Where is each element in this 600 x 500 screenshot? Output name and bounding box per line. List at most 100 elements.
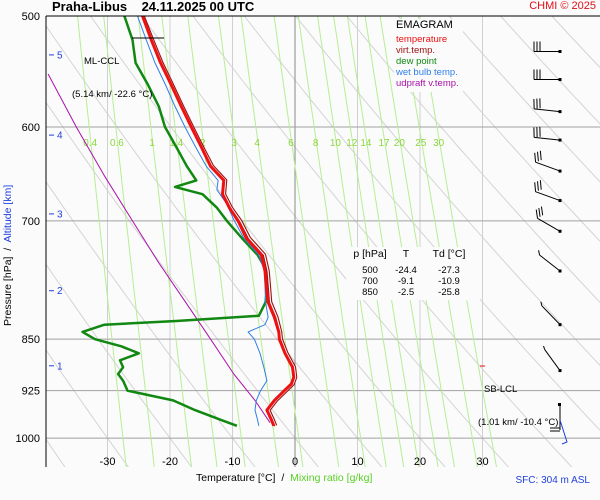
x-axis-label-mixing: Mixing ratio [g/kg] xyxy=(290,472,372,484)
wind-shear-marker xyxy=(560,420,567,444)
pressure-tick-label: 700 xyxy=(22,216,40,228)
wind-barb-flag xyxy=(535,153,536,162)
wind-barb xyxy=(536,207,561,233)
x-tick-label: -10 xyxy=(225,456,241,468)
wind-barb xyxy=(534,98,562,113)
table-header-t: T xyxy=(388,249,424,260)
altitude-tick-label: 1 xyxy=(57,361,63,372)
legend-item-dew-point: dew point xyxy=(396,56,459,67)
dry-adiabat xyxy=(0,0,351,500)
wind-barb-flag xyxy=(544,346,545,350)
altitude-tick-label: 5 xyxy=(57,50,63,61)
wind-barb-shaft xyxy=(542,306,560,325)
x-tick-label: -30 xyxy=(100,456,116,468)
x-tick-label: 0 xyxy=(292,456,298,468)
wind-barb-flag xyxy=(540,180,541,189)
mixing-ratio-label: 6 xyxy=(288,138,294,149)
table-cell: 850 xyxy=(352,287,388,298)
y-axis-label-pressure: Pressure [hPa] xyxy=(2,257,14,326)
sb-lcl-detail: (1.01 km/ -10.4 °C) xyxy=(478,417,558,428)
wind-barb xyxy=(534,127,562,142)
ml-ccl-detail: (5.14 km/ -22.6 °C) xyxy=(72,89,152,100)
level-table: p [hPa] T Td [°C] 500 -24.4 -27.3 700 -9… xyxy=(346,247,480,300)
x-tick-label: 20 xyxy=(414,456,426,468)
wind-barb xyxy=(534,41,562,53)
pressure-tick-label: 500 xyxy=(22,11,40,23)
table-cell: -25.8 xyxy=(424,287,474,298)
x-tick-label: -20 xyxy=(162,456,178,468)
table-cell: -27.3 xyxy=(424,265,474,276)
mixing-ratio-label: 1 xyxy=(149,138,155,149)
table-row: 850 -2.5 -25.8 xyxy=(352,287,474,298)
wind-barb-flag xyxy=(536,210,537,219)
legend-item-virt-temp: virt.temp. xyxy=(396,45,459,56)
x-tick-label: 30 xyxy=(476,456,488,468)
wind-barb-shaft xyxy=(536,162,560,171)
table-header-td: Td [°C] xyxy=(424,249,474,260)
x-axis-label: Temperature [°C] / Mixing ratio [g/kg] xyxy=(196,472,372,484)
mixing-ratio-label: 14 xyxy=(360,138,372,149)
altitude-tick-label: 3 xyxy=(57,209,63,220)
wind-barb xyxy=(539,250,562,272)
mixing-ratio-label: 10 xyxy=(330,138,342,149)
pressure-tick-label: 925 xyxy=(22,386,40,398)
x-axis-label-temperature: Temperature [°C] xyxy=(196,472,275,484)
wind-barb-flag xyxy=(535,182,536,191)
x-tick-label: 10 xyxy=(351,456,363,468)
wind-barb-shaft xyxy=(534,109,560,112)
wind-barb xyxy=(535,151,562,173)
wind-barb-shaft xyxy=(536,192,560,201)
mixing-ratio-label: 30 xyxy=(433,138,445,149)
mixing-ratio-label: 20 xyxy=(394,138,406,149)
wind-barb-shaft xyxy=(537,218,560,231)
y-axis-label: Pressure [hPa] / Altitude [km] xyxy=(2,186,14,326)
table-cell: -9.1 xyxy=(388,276,424,287)
table-cell: -10.9 xyxy=(424,276,474,287)
pressure-tick-label: 850 xyxy=(22,334,40,346)
mixing-ratio-label: 25 xyxy=(415,138,427,149)
legend-item-temperature: temperature xyxy=(396,34,459,45)
wind-barb-flag xyxy=(538,152,539,161)
x-axis-label-sep: / xyxy=(275,472,290,484)
table-cell: 500 xyxy=(352,265,388,276)
ml-ccl-label: ML-CCL xyxy=(84,56,152,67)
mixing-ratio-label: 8 xyxy=(313,138,319,149)
legend-title: EMAGRAM xyxy=(396,20,459,31)
wind-barb-flag xyxy=(539,208,540,217)
altitude-tick-label: 4 xyxy=(57,131,63,142)
wind-barb-shaft xyxy=(534,137,560,140)
y-axis-label-altitude: Altitude [km] xyxy=(2,185,14,243)
table-cell: -24.4 xyxy=(388,265,424,276)
wind-barb xyxy=(535,180,562,202)
credit-label: CHMI © 2025 xyxy=(529,0,596,12)
sb-lcl-label: SB-LCL xyxy=(484,384,558,395)
mixing-ratio-label: 3 xyxy=(231,138,237,149)
table-row: 500 -24.4 -27.3 xyxy=(352,265,474,276)
pressure-tick-label: 1000 xyxy=(16,433,40,445)
series-line-udpraft-v-temp- xyxy=(48,74,270,423)
table-cell: -2.5 xyxy=(388,287,424,298)
table-row: 700 -9.1 -10.9 xyxy=(352,276,474,287)
legend-item-wet-bulb: wet bulb temp. xyxy=(396,67,459,78)
mixing-ratio-label: 0.6 xyxy=(110,138,124,149)
dry-adiabat xyxy=(580,0,600,500)
surface-elevation: SFC: 304 m ASL xyxy=(516,475,590,486)
altitude-tick-label: 2 xyxy=(57,286,63,297)
table-cell: 700 xyxy=(352,276,388,287)
pressure-tick-label: 600 xyxy=(22,122,40,134)
mixing-ratio-line xyxy=(188,16,249,496)
wind-barb-flag xyxy=(541,207,542,216)
sb-lcl-annotation: SB-LCL (1.01 km/ -10.4 °C) xyxy=(478,362,558,439)
y-axis-label-sep: / xyxy=(2,243,14,257)
mixing-ratio-label: 17 xyxy=(378,138,390,149)
ml-ccl-annotation: ML-CCL (5.14 km/ -22.6 °C) xyxy=(72,34,152,111)
table-header-p: p [hPa] xyxy=(352,249,388,260)
wind-barb-flag xyxy=(539,250,540,255)
mixing-ratio-label: 12 xyxy=(346,138,358,149)
legend-item-updraft: udpraft v.temp. xyxy=(396,78,459,89)
legend: EMAGRAM temperature virt.temp. dew point… xyxy=(394,19,463,92)
wind-barb-flag xyxy=(540,151,541,160)
wind-barb-flag xyxy=(538,181,539,190)
wind-barb xyxy=(534,70,562,82)
chart-title: Praha-Libus 24.11.2025 00 UTC xyxy=(52,0,254,14)
